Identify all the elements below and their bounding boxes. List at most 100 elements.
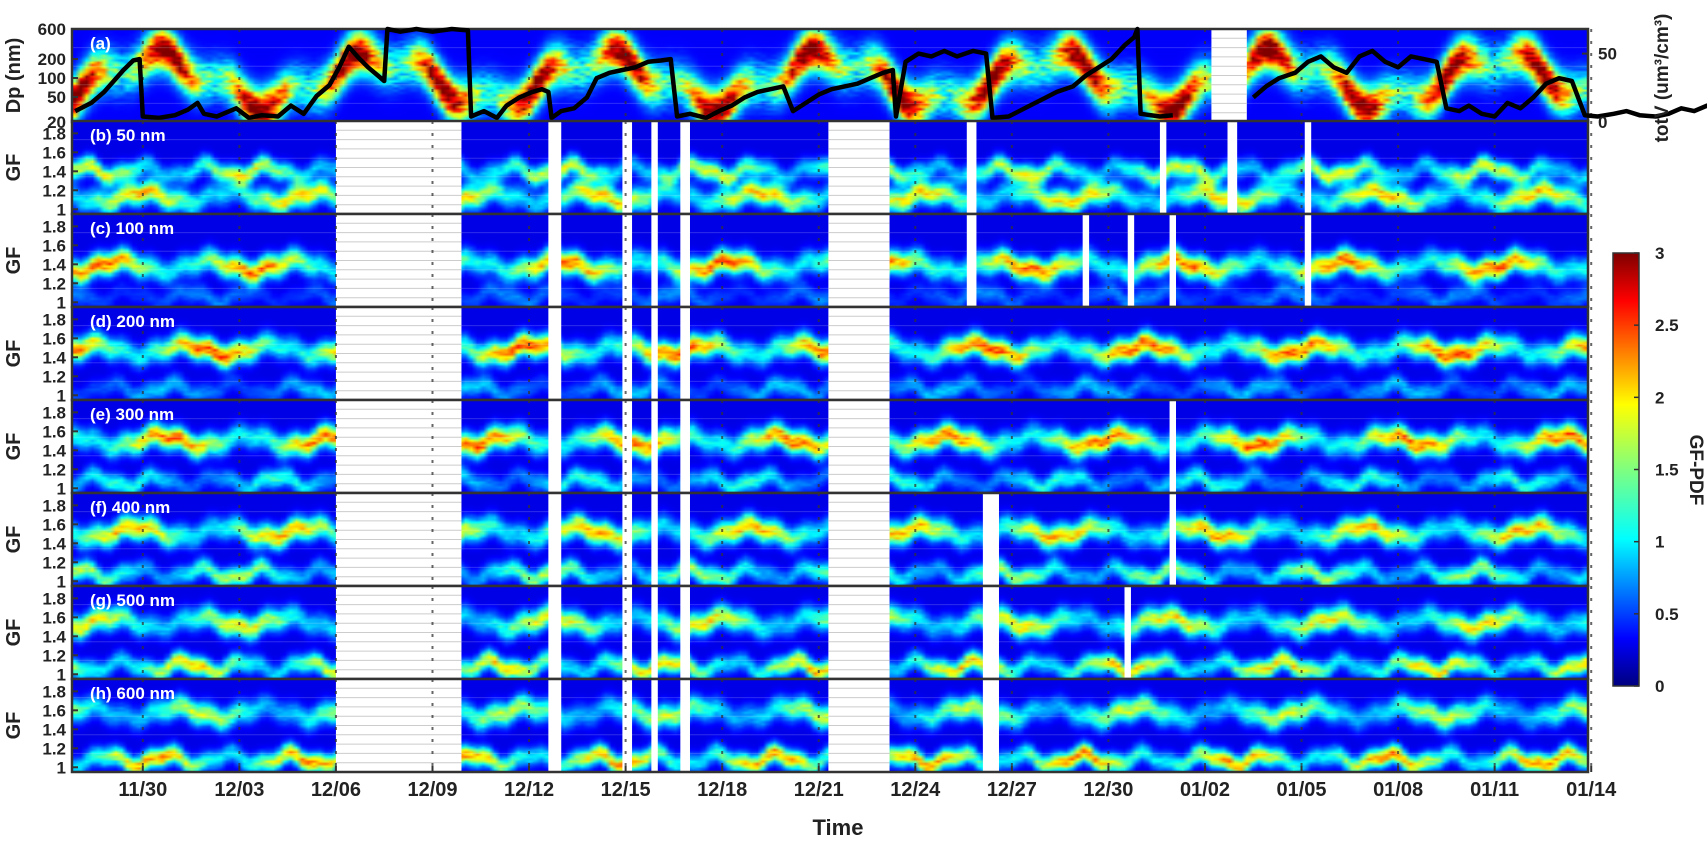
data-gap <box>680 586 690 679</box>
heatmap-image <box>72 29 1588 122</box>
y-tick-label: 1 <box>57 200 66 219</box>
colorbar-tick-label: 0 <box>1655 677 1664 696</box>
data-gap <box>1124 586 1131 679</box>
panel-gf-e-300-nm: 11.21.41.61.8 GF (e) 300 nm <box>3 398 1593 498</box>
data-gap <box>680 679 690 772</box>
data-gap <box>1082 214 1090 307</box>
panel-frame <box>70 677 1590 774</box>
colorbar-tick-label: 1.5 <box>1655 461 1679 480</box>
y-tick-label: 1.4 <box>42 534 66 553</box>
data-gap <box>1227 121 1238 214</box>
y-tick-label: 1 <box>57 665 66 684</box>
y-tick-label: 1.8 <box>42 682 66 701</box>
y-tick-label: 100 <box>38 69 66 88</box>
x-tick-label: 12/24 <box>890 779 941 801</box>
data-gap <box>651 586 658 679</box>
y-tick-label: 1 <box>57 386 66 405</box>
y-tick-label: 1.2 <box>42 739 66 758</box>
y-tick-label: 200 <box>38 50 66 69</box>
data-gap <box>1169 214 1177 307</box>
y-axis-label: GF <box>3 433 25 461</box>
x-tick-label: 12/12 <box>504 779 554 801</box>
data-gap <box>982 493 999 586</box>
panel-label: (f) 400 nm <box>90 498 170 517</box>
data-gap <box>680 493 690 586</box>
y-tick-label: 1.4 <box>42 348 66 367</box>
panel-label: (e) 300 nm <box>90 405 174 424</box>
panel-gf-b-50-nm: 11.21.41.61.8 GF (b) 50 nm <box>3 119 1593 219</box>
y-tick-label: 1.2 <box>42 367 66 386</box>
y-axis-label: GF <box>3 340 25 368</box>
data-gap <box>680 400 690 493</box>
y-tick-label: 1.6 <box>42 608 66 627</box>
right-y-tick-label: 0 <box>1598 113 1607 132</box>
y-tick-label: 1.6 <box>42 515 66 534</box>
y-tick-label: 1.2 <box>42 181 66 200</box>
totv-line-segment <box>74 26 1174 121</box>
y-axis-label: GF <box>3 712 25 740</box>
data-gap <box>651 679 658 772</box>
panel-gf-d-200-nm: 11.21.41.61.8 GF (d) 200 nm <box>3 305 1593 405</box>
y-tick-label: 1 <box>57 293 66 312</box>
colorbar: 0 0.5 1 1.5 2 2.5 3 GF-PDF <box>1612 244 1706 696</box>
data-gap <box>548 400 562 493</box>
x-tick-label: 01/05 <box>1277 779 1327 801</box>
right-y-tick-label: 50 <box>1598 45 1617 64</box>
y-tick-label: 1.6 <box>42 236 66 255</box>
colorbar-tick-label: 0.5 <box>1655 605 1679 624</box>
x-tick-label: 12/27 <box>987 779 1037 801</box>
data-gap <box>622 400 633 493</box>
data-gap <box>982 679 999 772</box>
x-axis-label: Time <box>813 815 864 840</box>
data-gap <box>651 307 658 400</box>
colorbar-tick-label: 2 <box>1655 388 1664 407</box>
y-axis-label: GF <box>3 526 25 554</box>
colorbar-tick-label: 1 <box>1655 533 1664 552</box>
data-gap <box>622 121 633 214</box>
data-gap <box>548 493 562 586</box>
y-tick-label: 1.8 <box>42 124 66 143</box>
data-gap <box>680 214 690 307</box>
y-axis-label: GF <box>3 154 25 182</box>
y-tick-label: 1.6 <box>42 422 66 441</box>
panel-gf-f-400-nm: 11.21.41.61.8 GF (f) 400 nm <box>3 491 1593 591</box>
x-tick-label: 12/09 <box>407 779 457 801</box>
colorbar-label: GF-PDF <box>1685 435 1706 506</box>
y-tick-label: 1.2 <box>42 646 66 665</box>
x-tick-label: 01/02 <box>1180 779 1230 801</box>
data-gap <box>651 214 658 307</box>
panel-label: (g) 500 nm <box>90 591 175 610</box>
y-tick-label: 1 <box>57 572 66 591</box>
y-tick-label: 20 <box>47 113 66 132</box>
data-gap <box>982 586 999 679</box>
data-gap <box>548 679 562 772</box>
data-gap <box>548 586 562 679</box>
y-tick-label: 600 <box>38 20 66 39</box>
y-tick-label: 1.2 <box>42 553 66 572</box>
x-tick-label: 12/30 <box>1083 779 1133 801</box>
data-gap <box>651 400 658 493</box>
y-tick-label: 1.2 <box>42 460 66 479</box>
y-tick-label: 1.6 <box>42 143 66 162</box>
colorbar-tick-label: 2.5 <box>1655 316 1679 335</box>
data-gap <box>651 493 658 586</box>
colorbar-tick-label: 3 <box>1655 244 1664 263</box>
y-tick-label: 1.4 <box>42 255 66 274</box>
data-gap <box>1127 214 1135 307</box>
data-gap <box>622 214 633 307</box>
y-axis-label: GF <box>3 619 25 647</box>
y-axis-label: GF <box>3 247 25 275</box>
y-tick-label: 1.6 <box>42 329 66 348</box>
y-tick-label: 1.8 <box>42 217 66 236</box>
y-tick-label: 1.8 <box>42 403 66 422</box>
panel-gf-c-100-nm: 11.21.41.61.8 GF (c) 100 nm <box>3 212 1593 312</box>
panel-gf-g-500-nm: 11.21.41.61.8 GF (g) 500 nm <box>3 584 1593 684</box>
right-y-axis-label: totV (um³/cm³) <box>1652 14 1673 143</box>
y-tick-label: 1.8 <box>42 496 66 515</box>
x-tick-label: 12/15 <box>601 779 651 801</box>
panel-label: (h) 600 nm <box>90 684 175 703</box>
x-tick-label: 12/06 <box>311 779 361 801</box>
data-gap <box>622 679 633 772</box>
y-tick-label: 1.4 <box>42 441 66 460</box>
panel-label: (d) 200 nm <box>90 312 175 331</box>
